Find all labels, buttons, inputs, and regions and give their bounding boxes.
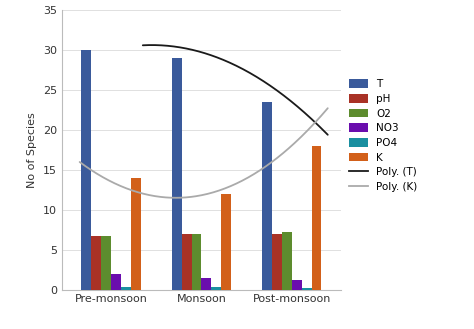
- Bar: [262, 102, 272, 290]
- Bar: [91, 236, 101, 290]
- Bar: [272, 234, 282, 290]
- Bar: [131, 178, 141, 290]
- Bar: [182, 234, 191, 290]
- Bar: [191, 234, 201, 290]
- Y-axis label: No of Species: No of Species: [27, 112, 37, 188]
- Bar: [301, 288, 311, 290]
- Bar: [111, 273, 121, 290]
- Legend: T, pH, O2, NO3, PO4, K, Poly. (T), Poly. (K): T, pH, O2, NO3, PO4, K, Poly. (T), Poly.…: [349, 79, 418, 192]
- Bar: [311, 146, 321, 290]
- Bar: [82, 50, 91, 290]
- Bar: [172, 58, 182, 290]
- Bar: [282, 232, 292, 290]
- Bar: [121, 287, 131, 290]
- Bar: [101, 236, 111, 290]
- Bar: [201, 278, 211, 290]
- Bar: [292, 280, 301, 290]
- Bar: [211, 287, 221, 290]
- Bar: [221, 194, 231, 290]
